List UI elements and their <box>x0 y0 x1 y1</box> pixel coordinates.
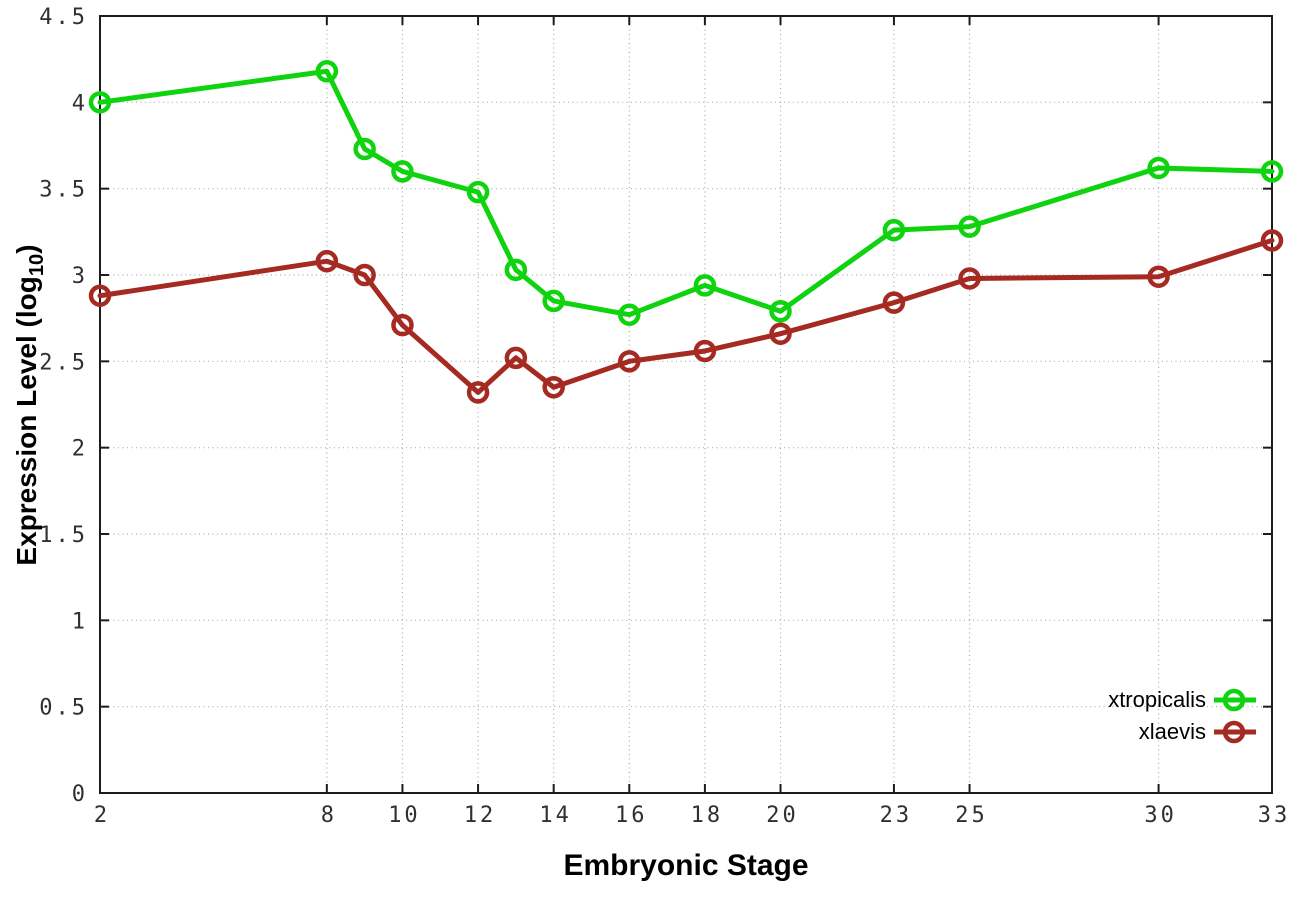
data-point-xlaevis <box>466 381 490 404</box>
data-point-xtropicalis <box>618 303 641 326</box>
data-point-xtropicalis <box>391 160 414 183</box>
plot-border <box>99 15 1273 794</box>
data-point-xtropicalis <box>1260 160 1284 183</box>
x-tick-label: 2 <box>94 803 110 828</box>
x-tick-label: 30 <box>1144 803 1177 828</box>
y-tick-label: 0.5 <box>39 696 88 721</box>
data-point-xlaevis <box>542 375 565 399</box>
data-point-xlaevis <box>882 291 906 314</box>
y-tick-label: 2 <box>72 437 88 462</box>
data-point-xtropicalis <box>542 289 565 313</box>
data-point-xtropicalis <box>882 218 906 242</box>
data-point-xtropicalis <box>504 258 528 282</box>
data-point-xtropicalis <box>315 60 339 83</box>
data-point-xlaevis <box>353 263 376 287</box>
data-point-xlaevis <box>88 284 112 307</box>
x-tick-label: 20 <box>766 803 799 828</box>
y-tick-label: 3 <box>72 264 88 289</box>
legend-circle-xlaevis <box>1222 720 1246 744</box>
x-tick-label: 10 <box>388 803 421 828</box>
data-point-xlaevis <box>1260 229 1284 252</box>
data-point-xtropicalis <box>466 180 490 204</box>
x-tick-label: 16 <box>615 803 648 828</box>
x-axis-title: Embryonic Stage <box>563 849 809 882</box>
legend: xtropicalis xlaevis <box>1108 685 1260 747</box>
y-tick-label: 4 <box>72 91 88 116</box>
data-point-xtropicalis <box>88 91 112 114</box>
y-tick-label: 1 <box>72 609 88 634</box>
y-axis-title-subscript: 10 <box>25 253 48 277</box>
y-tick-label: 0 <box>72 782 88 807</box>
legend-item-xtropicalis: xtropicalis <box>1108 685 1260 715</box>
x-tick-label: 18 <box>691 803 724 828</box>
legend-marker-xlaevis-icon <box>1214 720 1256 744</box>
data-point-xtropicalis <box>1147 156 1170 180</box>
legend-item-xlaevis: xlaevis <box>1139 717 1260 747</box>
series-line-xlaevis <box>97 237 1275 395</box>
data-point-xlaevis <box>958 267 981 290</box>
data-point-xtropicalis <box>958 215 981 238</box>
y-tick-label: 1.5 <box>39 523 88 548</box>
data-point-xtropicalis <box>769 300 792 323</box>
data-point-xlaevis <box>504 346 528 370</box>
data-point-xlaevis <box>1147 265 1170 288</box>
legend-label-xtropicalis: xtropicalis <box>1108 687 1206 712</box>
data-point-xlaevis <box>618 350 641 373</box>
legend-circle-xtropicalis <box>1222 688 1246 712</box>
y-tick-label: 4.5 <box>39 5 88 30</box>
data-point-xtropicalis <box>353 137 376 161</box>
y-axis-title-suffix: ) <box>11 244 43 254</box>
data-point-xlaevis <box>315 249 339 273</box>
data-point-xlaevis <box>693 339 717 363</box>
y-tick-label: 2.5 <box>39 350 88 375</box>
x-tick-label: 23 <box>880 803 913 828</box>
x-tick-label: 12 <box>464 803 497 828</box>
y-tick-label: 3.5 <box>39 178 88 203</box>
data-point-xtropicalis <box>693 274 717 297</box>
data-point-xlaevis <box>391 313 414 337</box>
legend-marker-xtropicalis-icon <box>1214 688 1256 712</box>
x-tick-label: 14 <box>539 803 572 828</box>
data-point-xlaevis <box>769 322 792 345</box>
y-axis-title: Expression Level (log10) <box>11 244 49 565</box>
x-tick-label: 25 <box>955 803 988 828</box>
legend-label-xlaevis: xlaevis <box>1138 719 1206 744</box>
y-axis-title-text: Expression Level (log <box>11 276 43 566</box>
x-tick-label: 8 <box>321 803 337 828</box>
x-tick-label: 33 <box>1258 803 1291 828</box>
